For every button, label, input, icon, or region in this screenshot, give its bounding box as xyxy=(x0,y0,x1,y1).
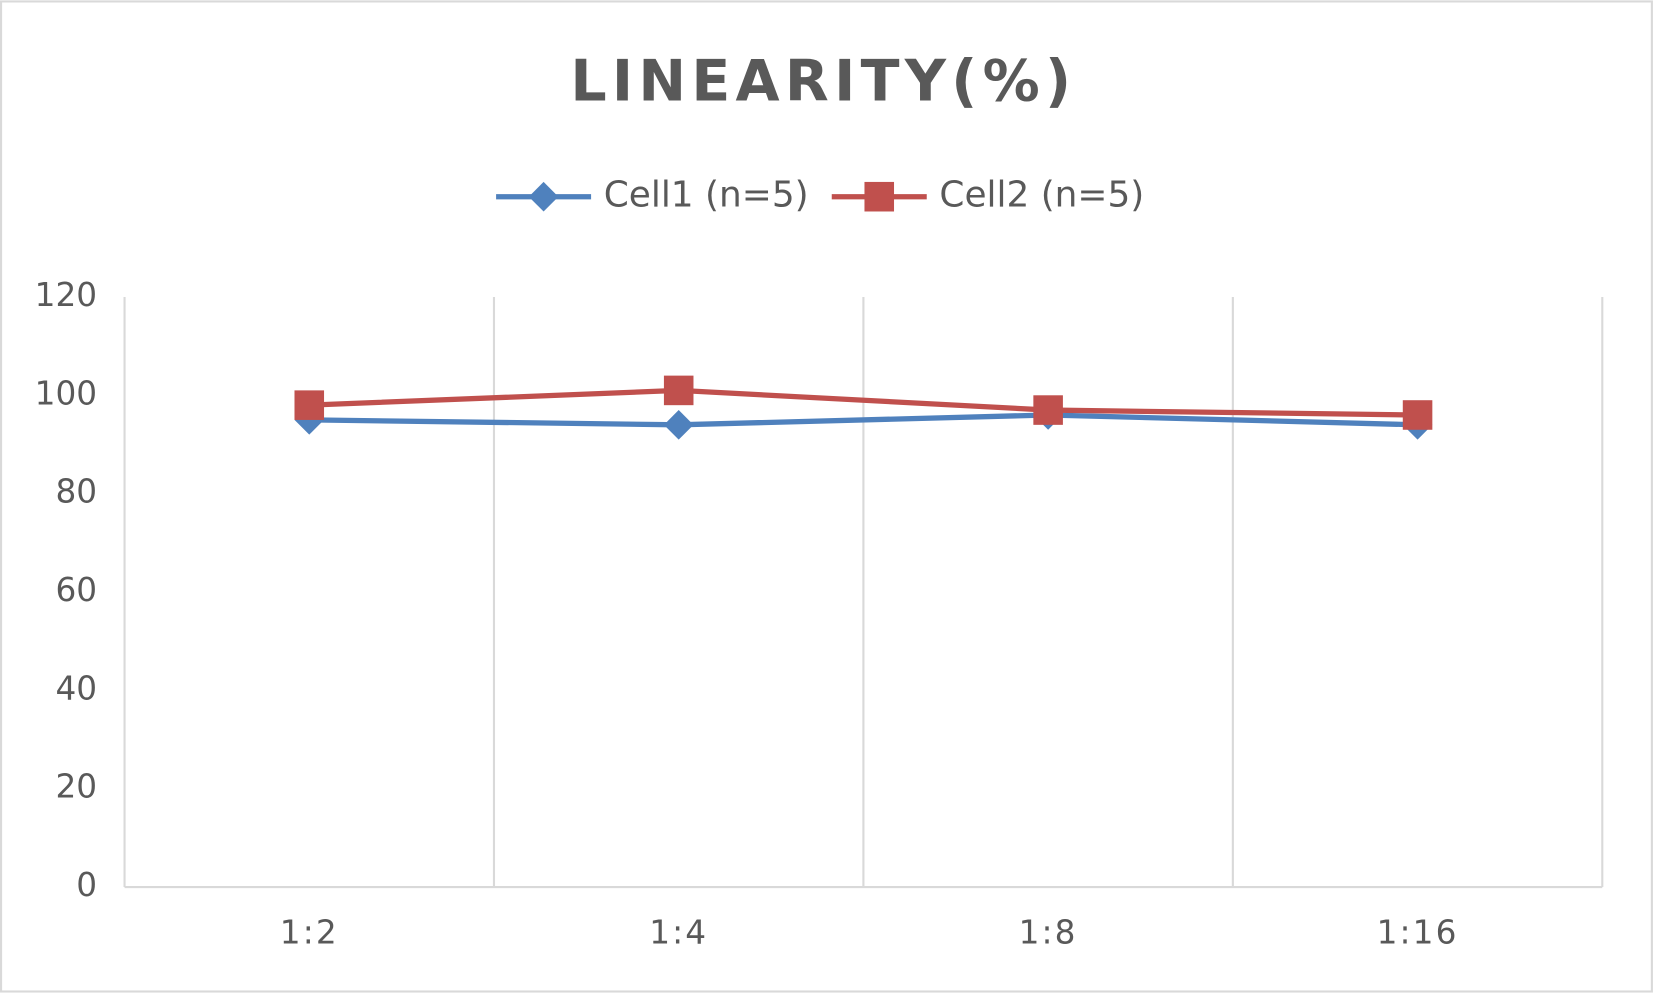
x-tick-label: 1:16 xyxy=(1377,914,1459,952)
y-tick-label: 80 xyxy=(55,473,97,511)
series-line xyxy=(309,412,1418,428)
series-line xyxy=(309,387,1418,418)
legend-marker xyxy=(864,181,895,212)
y-tick-label: 20 xyxy=(55,768,97,806)
legend-marker xyxy=(528,181,559,212)
y-tick-label: 100 xyxy=(35,374,97,412)
x-tick-label: 1:2 xyxy=(280,914,339,952)
legend-label: Cell1 (n=5) xyxy=(604,175,809,216)
y-tick-label: 0 xyxy=(76,866,97,904)
chart-title: LINEARITY(%) xyxy=(570,48,1076,114)
y-tick-label: 120 xyxy=(35,276,97,314)
data-point xyxy=(294,390,325,420)
x-tick-label: 1:8 xyxy=(1019,914,1078,952)
data-point xyxy=(663,375,694,406)
legend-label: Cell2 (n=5) xyxy=(939,175,1144,216)
y-tick-label: 40 xyxy=(55,669,97,707)
y-tick-label: 60 xyxy=(55,571,97,609)
x-tick-label: 1:4 xyxy=(649,914,708,952)
data-point xyxy=(663,410,694,440)
data-point xyxy=(1033,395,1063,425)
data-point xyxy=(1402,400,1433,430)
